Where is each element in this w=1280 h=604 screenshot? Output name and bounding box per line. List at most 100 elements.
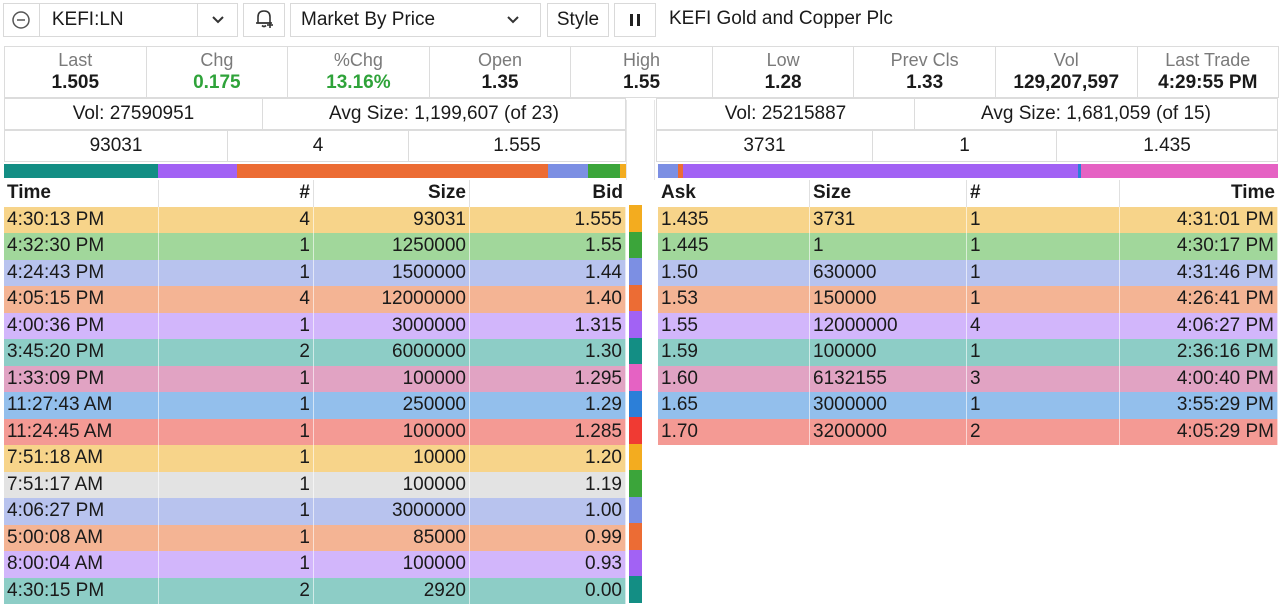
- level-marker: [626, 417, 642, 444]
- bid-time-cell: 5:00:08 AM: [4, 524, 159, 551]
- bid-time-cell: 4:30:13 PM: [4, 206, 159, 233]
- stat-label: %Chg: [333, 50, 383, 70]
- ask-time-cell: 2:36:16 PM: [1120, 339, 1278, 366]
- bid-top-count: 4: [228, 130, 409, 162]
- ask-depth-bar: [658, 164, 1278, 178]
- pause-button[interactable]: [614, 3, 656, 37]
- bid-size-cell: 100000: [314, 365, 470, 392]
- ask-time-cell: 4:31:01 PM: [1120, 206, 1278, 233]
- bid-size-cell: 100000: [314, 418, 470, 445]
- symbol-selector[interactable]: KEFI:LN: [3, 3, 238, 37]
- bid-count-cell: 1: [159, 551, 314, 578]
- ask-price-cell: 1.445: [658, 233, 810, 260]
- ask-price-cell: 1.50: [658, 259, 810, 286]
- ask-size-cell: 630000: [810, 259, 967, 286]
- ask-row[interactable]: 1.65 3000000 1 3:55:29 PM: [658, 392, 1278, 419]
- level-marker: [626, 311, 642, 338]
- bid-row[interactable]: 4:24:43 PM 1 1500000 1.44: [4, 259, 626, 286]
- bid-row[interactable]: 4:32:30 PM 1 1250000 1.55: [4, 233, 626, 260]
- ask-row[interactable]: 1.50 630000 1 4:31:46 PM: [658, 259, 1278, 286]
- bid-size-cell: 3000000: [314, 498, 470, 525]
- ask-row[interactable]: 1.435 3731 1 4:31:01 PM: [658, 206, 1278, 233]
- view-dropdown[interactable]: Market By Price: [290, 3, 541, 37]
- ask-col-size[interactable]: Size: [810, 180, 967, 207]
- ask-col-count[interactable]: #: [967, 180, 1120, 207]
- bid-time-cell: 4:05:15 PM: [4, 286, 159, 313]
- ask-count-cell: 1: [967, 339, 1120, 366]
- bid-size-cell: 100000: [314, 551, 470, 578]
- bid-row[interactable]: 5:00:08 AM 1 85000 0.99: [4, 524, 626, 551]
- ask-summary-row-2: 3731 1 1.435: [656, 130, 1278, 162]
- stat-value: 1.55: [623, 72, 661, 93]
- bid-row[interactable]: 4:30:13 PM 4 93031 1.555: [4, 206, 626, 233]
- ask-size-cell: 6132155: [810, 365, 967, 392]
- bid-count-cell: 1: [159, 365, 314, 392]
- bid-col-time[interactable]: Time: [4, 180, 159, 207]
- stat-label: Last: [58, 50, 93, 70]
- ask-count-cell: 1: [967, 286, 1120, 313]
- bell-plus-icon: [253, 7, 275, 34]
- bid-row[interactable]: 4:00:36 PM 1 3000000 1.315: [4, 312, 626, 339]
- bid-price-cell: 0.93: [470, 551, 626, 578]
- stat-chg: %Chg 13.16%: [288, 46, 430, 98]
- ask-table-body: 1.435 3731 1 4:31:01 PM 1.445 1 1 4:30:17 PM 1.5…: [658, 206, 1278, 445]
- minus-circle-icon[interactable]: [4, 3, 40, 37]
- toolbar: KEFI:LN Market By Price Style KEFI Gold …: [0, 0, 1280, 40]
- company-name: KEFI Gold and Copper Plc: [669, 8, 893, 29]
- stat-label: High: [623, 50, 661, 70]
- ask-size-cell: 1: [810, 233, 967, 260]
- bid-row[interactable]: 4:30:15 PM 2 2920 0.00: [4, 577, 626, 604]
- level-marker: [626, 390, 642, 417]
- level-marker: [626, 470, 642, 497]
- chevron-down-icon[interactable]: [197, 3, 237, 37]
- ask-col-price[interactable]: Ask: [658, 180, 810, 207]
- ask-row[interactable]: 1.445 1 1 4:30:17 PM: [658, 233, 1278, 260]
- ask-table: Ask Size # Time 1.435 3731 1 4:31:01 PM 1.44…: [658, 180, 1278, 445]
- stat-high: High 1.55: [571, 46, 713, 98]
- bid-row[interactable]: 4:05:15 PM 4 12000000 1.40: [4, 286, 626, 313]
- bid-size-cell: 100000: [314, 471, 470, 498]
- bid-avg-size: Avg Size: 1,199,607 (of 23): [263, 98, 626, 130]
- ask-count-cell: 4: [967, 312, 1120, 339]
- ask-row[interactable]: 1.70 3200000 2 4:05:29 PM: [658, 418, 1278, 445]
- bid-row[interactable]: 7:51:18 AM 1 10000 1.20: [4, 445, 626, 472]
- bid-table: Time # Size Bid 4:30:13 PM 4 93031 1.555 4:3…: [4, 180, 626, 604]
- bid-count-cell: 1: [159, 471, 314, 498]
- bid-summary-row-1: Vol: 27590951 Avg Size: 1,199,607 (of 23…: [4, 98, 626, 130]
- ask-col-time[interactable]: Time: [1230, 182, 1275, 204]
- ask-price-cell: 1.435: [658, 206, 810, 233]
- bid-row[interactable]: 7:51:17 AM 1 100000 1.19: [4, 471, 626, 498]
- symbol-input[interactable]: KEFI:LN: [51, 9, 124, 30]
- alert-button[interactable]: [243, 3, 285, 37]
- bid-col-size[interactable]: Size: [314, 180, 470, 207]
- style-button[interactable]: Style: [547, 3, 609, 37]
- stat-label: Open: [477, 50, 522, 70]
- ask-row[interactable]: 1.59 100000 1 2:36:16 PM: [658, 339, 1278, 366]
- bid-col-price[interactable]: Bid: [592, 182, 623, 204]
- depth-segment: [158, 164, 238, 178]
- bid-row[interactable]: 1:33:09 PM 1 100000 1.295: [4, 365, 626, 392]
- ask-row[interactable]: 1.53 150000 1 4:26:41 PM: [658, 286, 1278, 313]
- level-marker: [626, 443, 642, 470]
- bid-time-cell: 4:06:27 PM: [4, 498, 159, 525]
- bid-col-count[interactable]: #: [159, 180, 314, 207]
- bid-row[interactable]: 8:00:04 AM 1 100000 0.93: [4, 551, 626, 578]
- bid-row[interactable]: 11:24:45 AM 1 100000 1.285: [4, 418, 626, 445]
- quote-stats: Last 1.505 Chg 0.175 %Chg 13.16% Open 1.35 High 1…: [4, 46, 1280, 98]
- bid-row[interactable]: 3:45:20 PM 2 6000000 1.30: [4, 339, 626, 366]
- stat-value: 1.33: [906, 72, 944, 93]
- bid-price-cell: 1.285: [470, 418, 626, 445]
- bid-row[interactable]: 4:06:27 PM 1 3000000 1.00: [4, 498, 626, 525]
- bid-size-cell: 1500000: [314, 259, 470, 286]
- bid-count-cell: 2: [159, 577, 314, 604]
- depth-segment: [237, 164, 549, 178]
- ask-row[interactable]: 1.60 6132155 3 4:00:40 PM: [658, 365, 1278, 392]
- ask-count-cell: 1: [967, 392, 1120, 419]
- bid-row[interactable]: 11:27:43 AM 1 250000 1.29: [4, 392, 626, 419]
- ask-size-cell: 100000: [810, 339, 967, 366]
- bid-price-cell: 1.295: [470, 365, 626, 392]
- ask-row[interactable]: 1.55 12000000 4 4:06:27 PM: [658, 312, 1278, 339]
- ask-count-cell: 1: [967, 259, 1120, 286]
- style-button-label: Style: [556, 9, 600, 30]
- bid-table-header: Time # Size Bid: [4, 180, 626, 207]
